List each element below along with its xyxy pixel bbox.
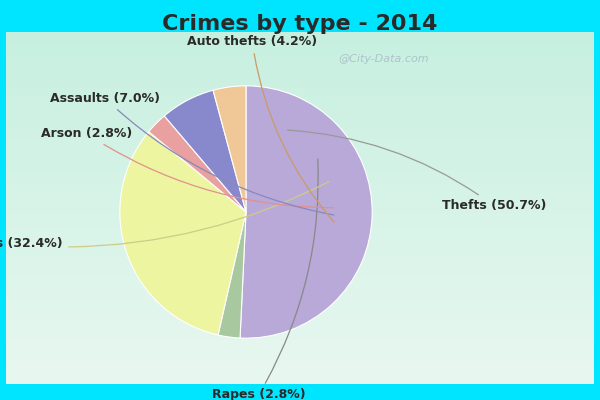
Text: @City-Data.com: @City-Data.com [338, 54, 429, 64]
Wedge shape [149, 116, 246, 212]
Wedge shape [218, 212, 246, 338]
Wedge shape [120, 132, 246, 335]
Text: Assaults (7.0%): Assaults (7.0%) [50, 92, 334, 215]
Text: Thefts (50.7%): Thefts (50.7%) [287, 130, 546, 212]
Wedge shape [240, 86, 372, 338]
Wedge shape [213, 86, 246, 212]
Text: Rapes (2.8%): Rapes (2.8%) [212, 159, 318, 400]
Wedge shape [164, 90, 246, 212]
Text: Arson (2.8%): Arson (2.8%) [41, 127, 334, 208]
Text: Crimes by type - 2014: Crimes by type - 2014 [163, 14, 437, 34]
Text: Burglaries (32.4%): Burglaries (32.4%) [0, 182, 329, 250]
Text: Auto thefts (4.2%): Auto thefts (4.2%) [187, 35, 334, 222]
